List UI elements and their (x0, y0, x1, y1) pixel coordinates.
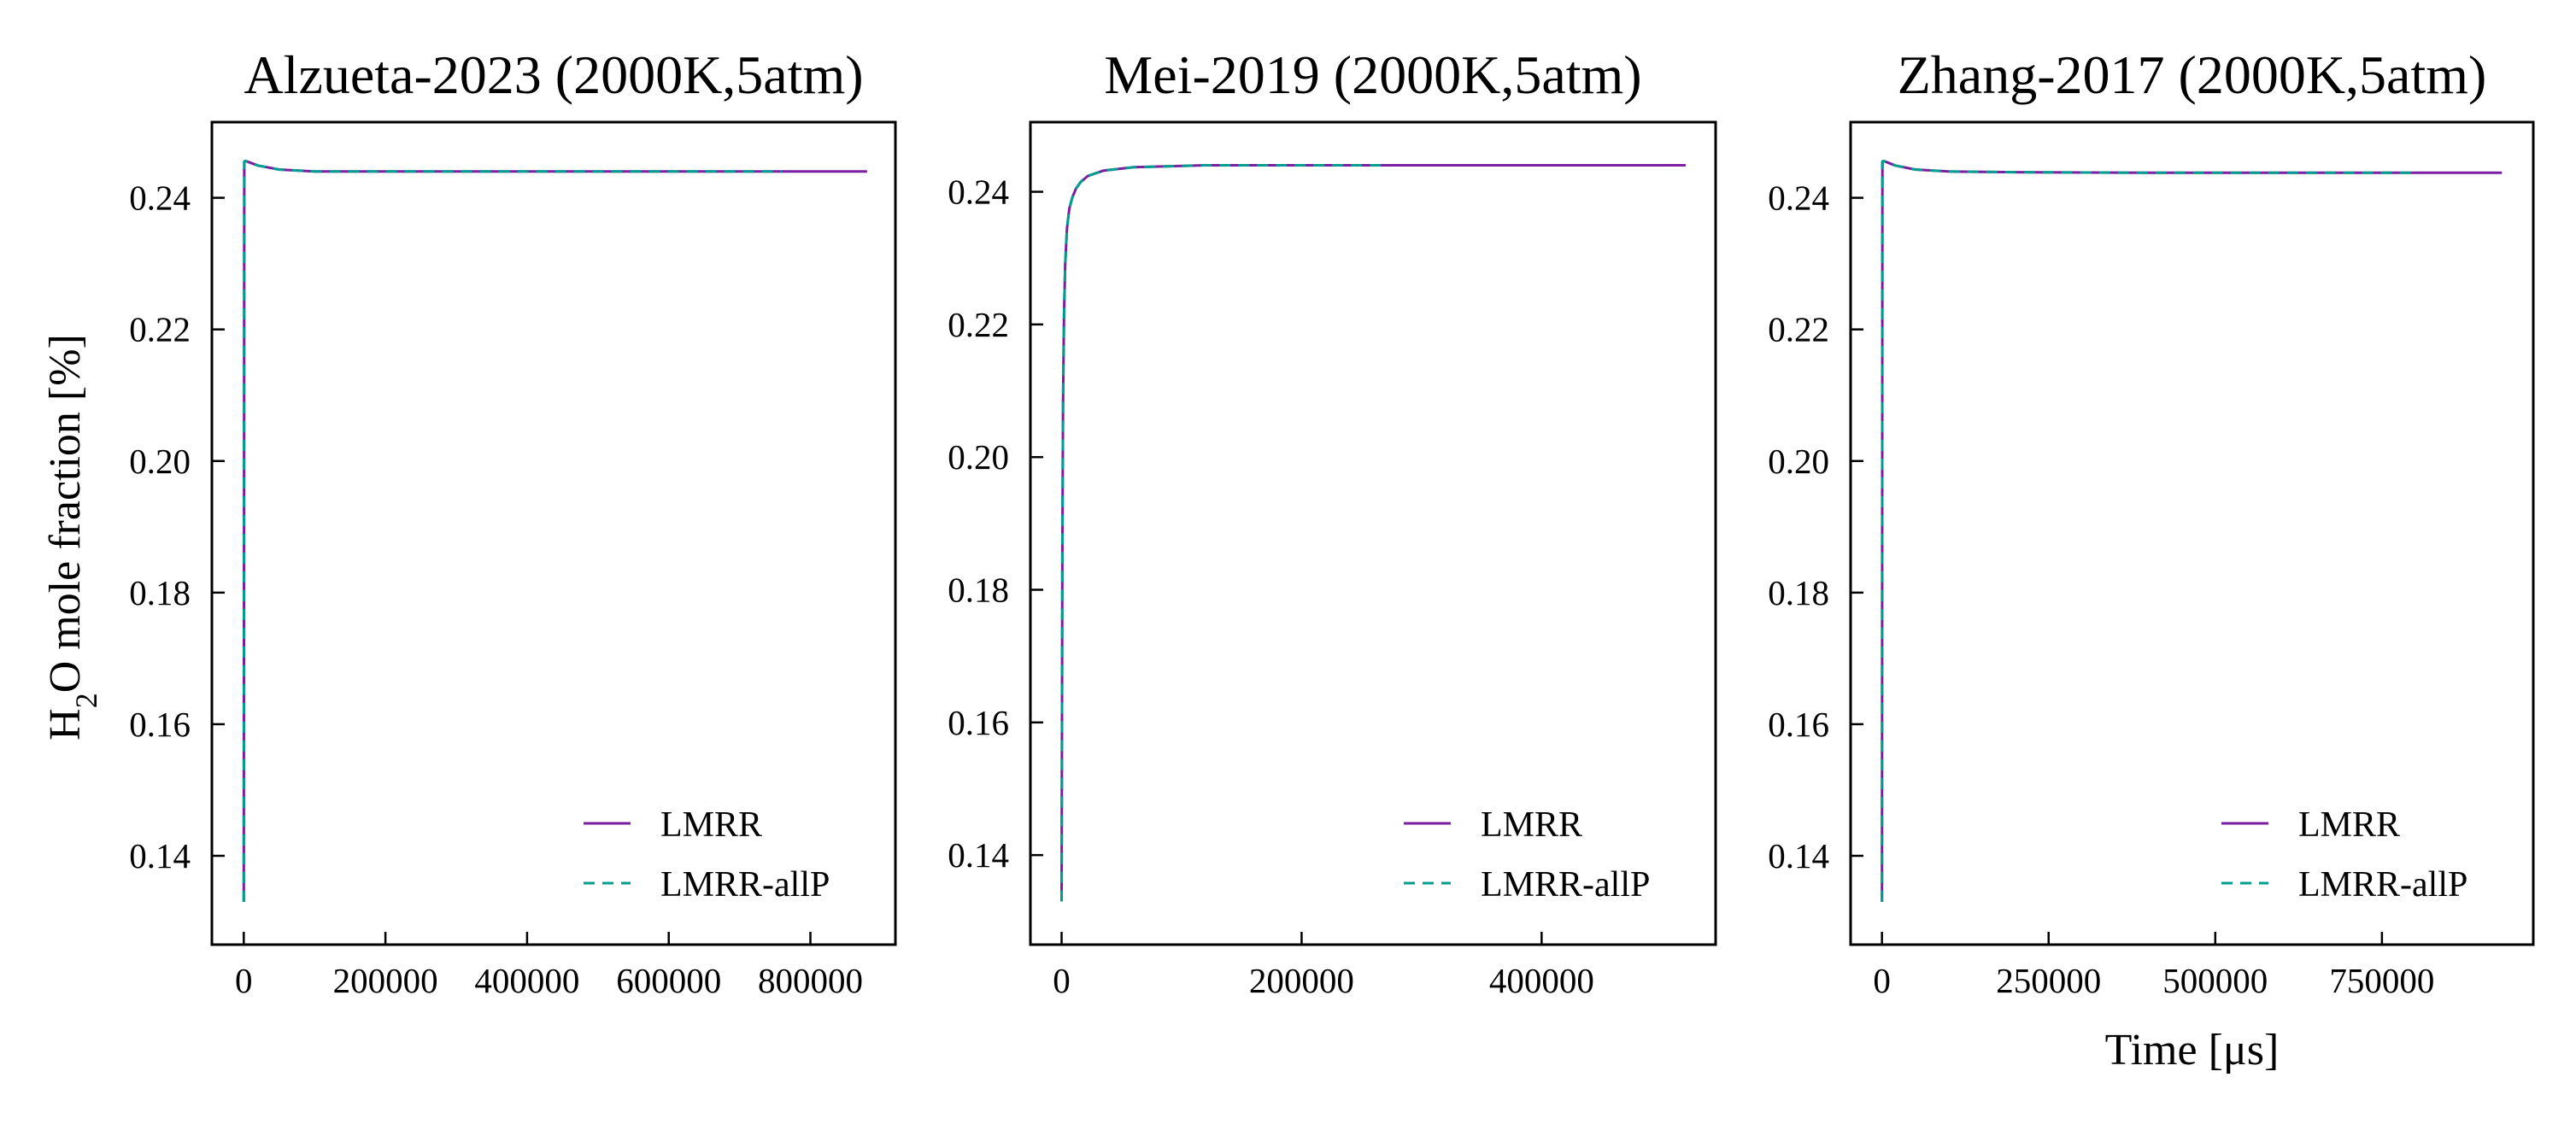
legend-label: LMRR (660, 805, 762, 845)
legend-label: LMRR-allP (1481, 865, 1650, 904)
subplots: Alzueta-2023 (2000K,5atm) 0 200000 400000 60… (129, 44, 2535, 1074)
y-tick-label: 0.14 (129, 836, 191, 875)
legend-label: LMRR-allP (2298, 865, 2467, 904)
y-tick-label: 0.22 (129, 310, 191, 349)
x-tick-label: 200000 (333, 961, 438, 1000)
subplot-1: Alzueta-2023 (2000K,5atm) 0 200000 400000 60… (129, 44, 897, 1000)
legend: LMRR LMRR-allP (2221, 805, 2467, 904)
chart-title: Zhang-2017 (2000K,5atm) (1898, 44, 2487, 105)
y-tick-label: 0.24 (129, 179, 191, 218)
legend-label: LMRR (1481, 805, 1582, 845)
y-tick-label: 0.20 (129, 442, 191, 481)
y-tick-label: 0.24 (948, 173, 1009, 212)
series-line-lmrr (242, 160, 867, 902)
series-line-lmrr (1060, 164, 1686, 902)
x-axis-label: Time [μs] (2105, 1026, 2280, 1074)
series-line-lmrr (1881, 160, 2503, 902)
y-tick-label: 0.20 (948, 437, 1009, 477)
y-axis-label-rest: O mole fraction [%] (41, 334, 90, 693)
y-axis-label-subscript: 2 (69, 693, 103, 708)
y-tick-label: 0.18 (1768, 573, 1829, 612)
x-tick-label: 200000 (1249, 961, 1354, 1000)
y-tick-label: 0.14 (948, 835, 1009, 875)
x-tick-label: 250000 (1996, 961, 2101, 1000)
plot-series (1060, 164, 1686, 902)
x-tick-label: 0 (235, 961, 253, 1000)
chart-title: Alzueta-2023 (2000K,5atm) (244, 44, 863, 105)
x-tick-label: 800000 (758, 961, 863, 1000)
plot-series (242, 160, 867, 902)
legend: LMRR LMRR-allP (1404, 805, 1650, 904)
plot-series (1881, 160, 2503, 902)
legend: LMRR LMRR-allP (584, 805, 830, 904)
y-axis-label-main: H (41, 708, 90, 741)
series-line-lmrr-allp (1060, 164, 1386, 902)
axes-frame (1849, 120, 2535, 946)
x-tick-label: 400000 (474, 961, 579, 1000)
y-tick-label: 0.20 (1768, 442, 1829, 481)
x-tick-label: 750000 (2329, 961, 2434, 1000)
x-tick-label: 600000 (616, 961, 721, 1000)
x-tick-label: 400000 (1489, 961, 1594, 1000)
x-tick-label: 500000 (2162, 961, 2268, 1000)
axes-frame (210, 120, 897, 946)
subplot-3: Zhang-2017 (2000K,5atm) 0 250000 500000 7500… (1768, 44, 2535, 1074)
y-tick-label: 0.16 (1768, 705, 1829, 744)
series-line-lmrr-allp (242, 160, 783, 902)
x-tick-label: 0 (1873, 961, 1891, 1000)
y-tick-label: 0.18 (129, 573, 191, 612)
x-tick-label: 0 (1053, 961, 1071, 1000)
y-tick-label: 0.16 (948, 703, 1009, 742)
y-tick-label: 0.24 (1768, 179, 1829, 218)
y-tick-label: 0.18 (948, 571, 1009, 610)
y-tick-label: 0.22 (948, 305, 1009, 344)
series-line-lmrr-allp (1881, 160, 2415, 902)
axes-frame (1029, 120, 1717, 946)
legend-label: LMRR-allP (660, 865, 830, 904)
y-tick-label: 0.14 (1768, 836, 1829, 875)
legend-label: LMRR (2298, 805, 2400, 845)
y-axis-label: H2O mole fraction [%] (41, 334, 103, 741)
y-tick-label: 0.22 (1768, 310, 1829, 349)
y-tick-label: 0.16 (129, 705, 191, 744)
subplot-2: Mei-2019 (2000K,5atm) 0 200000 400000 0.14 0.… (948, 44, 1717, 1000)
chart-title: Mei-2019 (2000K,5atm) (1104, 44, 1641, 105)
